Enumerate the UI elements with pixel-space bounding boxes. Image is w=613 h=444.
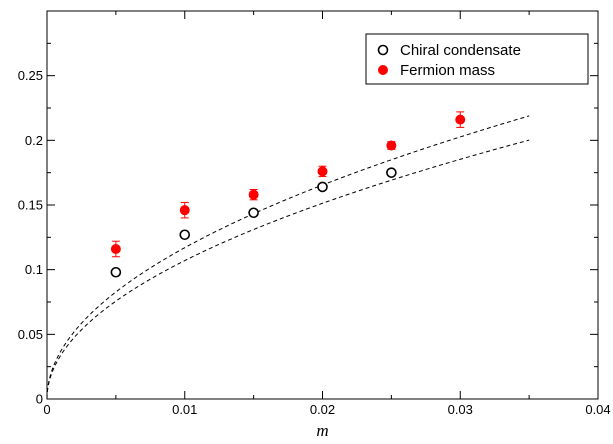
data-point-fermion-mass (386, 140, 397, 151)
y-tick-label: 0.15 (18, 198, 43, 213)
x-tick-label: 0.02 (310, 402, 335, 417)
data-point-chiral-condensate (317, 181, 328, 193)
data-point-chiral-condensate (179, 229, 191, 241)
data-point-fermion-mass (110, 243, 121, 254)
y-tick-label: 0.2 (25, 133, 43, 148)
x-tick-label: 0 (43, 402, 50, 417)
data-point-fermion-mass (455, 114, 466, 125)
legend-marker-open-circle (377, 44, 389, 56)
data-point-fermion-mass (179, 205, 190, 216)
x-axis-ticks: 0 0.01 0.02 0.03 0.04 (43, 11, 611, 417)
y-tick-label: 0.05 (18, 327, 43, 342)
legend-label: Fermion mass (400, 62, 495, 79)
x-tick-label: 0.04 (585, 402, 610, 417)
y-tick-label: 0.25 (18, 68, 43, 83)
y-tick-label: 0.1 (25, 262, 43, 277)
legend-label: Chiral condensate (400, 42, 521, 59)
data-point-chiral-condensate (110, 266, 122, 278)
legend-marker-filled-circle (378, 65, 388, 75)
data-point-chiral-condensate (248, 207, 259, 219)
fit-curves (46, 115, 530, 400)
legend: Chiral condensate Fermion mass (365, 33, 589, 85)
x-tick-label: 0.01 (172, 402, 197, 417)
y-axis-ticks: 0 0.05 0.1 0.15 0.2 0.25 (18, 42, 598, 407)
data-point-chiral-condensate (386, 167, 397, 178)
y-tick-label: 0 (36, 392, 43, 407)
x-axis-label: m (316, 421, 328, 440)
data-point-fermion-mass (317, 166, 328, 177)
data-marks (110, 111, 466, 278)
data-point-fermion-mass (248, 189, 259, 200)
x-tick-label: 0.03 (448, 402, 473, 417)
fit-curve (46, 139, 530, 400)
legend-box (365, 33, 589, 85)
fit-curve (46, 115, 530, 400)
